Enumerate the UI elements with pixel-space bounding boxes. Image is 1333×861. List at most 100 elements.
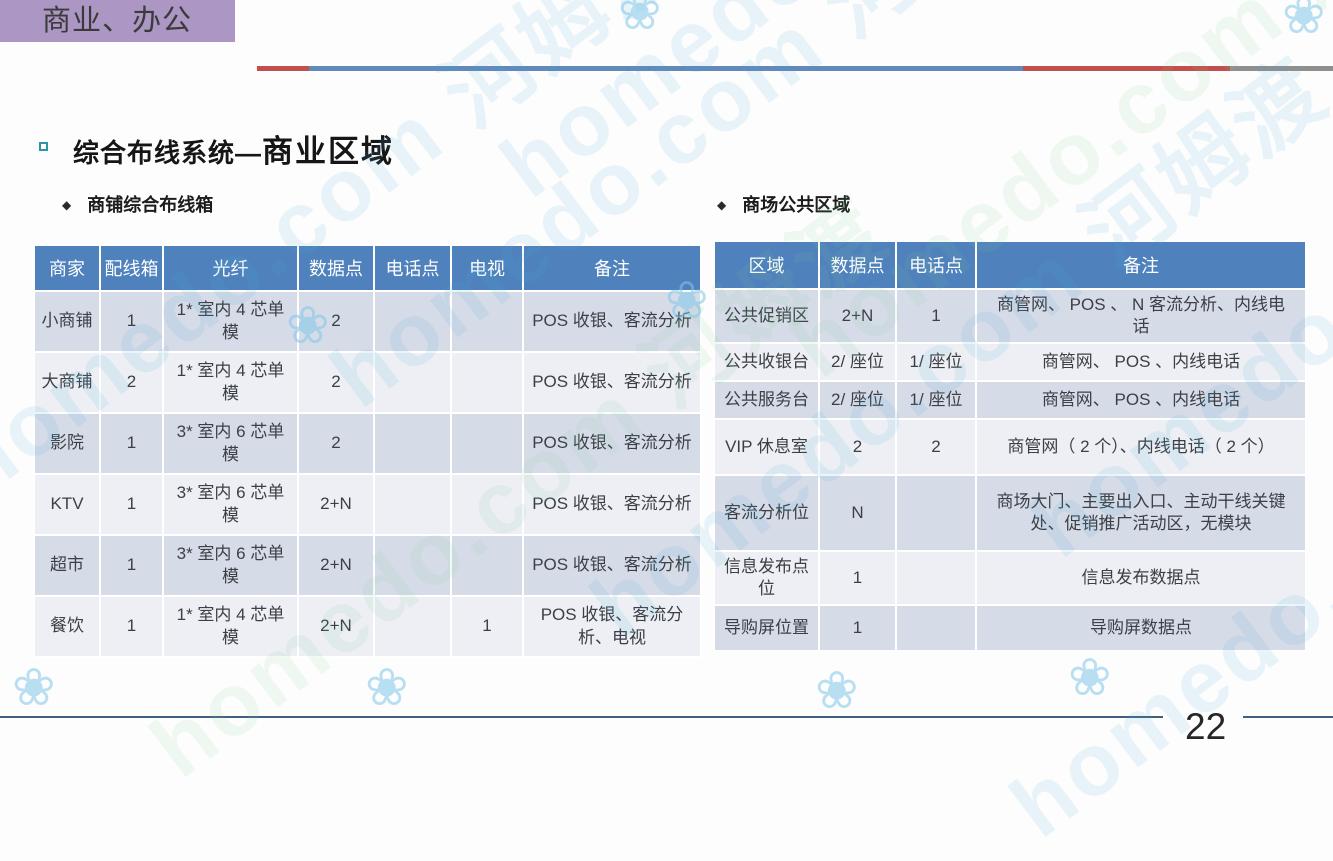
table-row: VIP 休息室 2 2 商管网（ 2 个）、内线电话（ 2 个） — [713, 418, 1307, 476]
table-row: 公共促销区 2+N 1 商管网、 POS 、 N 客流分析、内线电话 — [713, 288, 1307, 344]
table-cell: 1/ 座位 — [895, 380, 977, 420]
table-cell: 信息发布点位 — [713, 550, 820, 606]
diamond-bullet-icon: ◆ — [62, 198, 72, 212]
column-header: 光纤 — [162, 244, 299, 292]
table-cell: 客流分析位 — [713, 474, 820, 552]
right-section-title: 商场公共区域 — [742, 195, 851, 215]
table-header-row: 区域 数据点 电话点 备注 — [713, 240, 1307, 290]
table-cell: POS 收银、客流分析 — [522, 290, 702, 353]
table-cell: 2+N — [818, 288, 897, 344]
table-cell: 商管网、 POS 、内线电话 — [975, 380, 1307, 420]
table-cell — [895, 604, 977, 652]
table-header-row: 商家 配线箱 光纤 数据点 电话点 电视 备注 — [33, 244, 702, 292]
table-cell: 小商铺 — [33, 290, 101, 353]
table-cell: 2+N — [297, 534, 375, 597]
table-cell — [373, 473, 452, 536]
table-cell — [895, 550, 977, 606]
column-header: 备注 — [975, 240, 1307, 290]
table-cell: POS 收银、客流分析 — [522, 351, 702, 414]
table-cell: POS 收银、客流分析 — [522, 534, 702, 597]
page-title-prefix: 综合布线系统— — [73, 138, 263, 168]
table-cell: 1 — [99, 534, 164, 597]
header-rule-gray-segment — [1230, 66, 1333, 71]
page-title-main: 商业区域 — [262, 134, 395, 169]
table-cell — [450, 351, 524, 414]
category-label: 商业、办公 — [42, 5, 193, 37]
table-cell: 1 — [99, 290, 164, 353]
table-cell: VIP 休息室 — [713, 418, 820, 476]
left-section-heading: ◆ 商铺综合布线箱 — [62, 191, 213, 217]
table-cell — [450, 473, 524, 536]
table-cell: 导购屏数据点 — [975, 604, 1307, 652]
table-cell — [373, 534, 452, 597]
left-section-title: 商铺综合布线箱 — [87, 195, 214, 215]
column-header: 数据点 — [297, 244, 375, 292]
table-cell: 1 — [818, 550, 897, 606]
column-header: 数据点 — [818, 240, 897, 290]
table-cell: 2 — [99, 351, 164, 414]
table-cell — [373, 595, 452, 658]
diamond-bullet-icon: ◆ — [717, 198, 727, 212]
table-cell: 2/ 座位 — [818, 380, 897, 420]
table-cell: 公共收银台 — [713, 342, 820, 382]
column-header: 电话点 — [373, 244, 452, 292]
table-cell: 公共促销区 — [713, 288, 820, 344]
table-cell: 1 — [99, 412, 164, 475]
table-cell — [895, 474, 977, 552]
flower-watermark-icon: ❀ — [1282, 0, 1326, 45]
table-cell: 1 — [450, 595, 524, 658]
table-cell: 1 — [818, 604, 897, 652]
table-cell: POS 收银、客流分析 — [522, 473, 702, 536]
public-area-table: 区域 数据点 电话点 备注 公共促销区 2+N 1 商管网、 POS 、 N 客流分析、内线… — [713, 240, 1307, 652]
table-row: 超市 1 3* 室内 6 芯单模 2+N POS 收银、客流分析 — [33, 534, 702, 597]
table-cell: 1* 室内 4 芯单模 — [162, 290, 299, 353]
flower-watermark-icon: ❀ — [12, 659, 56, 717]
table-cell: 信息发布数据点 — [975, 550, 1307, 606]
flower-watermark-icon: ❀ — [815, 662, 859, 720]
category-header-box: 商业、办公 — [0, 0, 235, 42]
table-cell: 1* 室内 4 芯单模 — [162, 351, 299, 414]
flower-watermark-icon: ❀ — [365, 659, 409, 717]
table-cell: 1* 室内 4 芯单模 — [162, 595, 299, 658]
table-row: 公共收银台 2/ 座位 1/ 座位 商管网、 POS 、内线电话 — [713, 342, 1307, 382]
right-section-heading: ◆ 商场公共区域 — [717, 191, 850, 217]
table-cell: KTV — [33, 473, 101, 536]
table-row: 公共服务台 2/ 座位 1/ 座位 商管网、 POS 、内线电话 — [713, 380, 1307, 420]
table-cell — [373, 351, 452, 414]
table-row: 客流分析位 N 商场大门、主要出入口、主动干线关键处、促销推广活动区，无模块 — [713, 474, 1307, 552]
page-title: 综合布线系统—商业区域 — [39, 126, 394, 171]
table-row: 影院 1 3* 室内 6 芯单模 2 POS 收银、客流分析 — [33, 412, 702, 475]
flower-watermark-icon: ❀ — [1068, 649, 1112, 707]
table-cell: POS 收银、客流分析、电视 — [522, 595, 702, 658]
table-row: 餐饮 1 1* 室内 4 芯单模 2+N 1 POS 收银、客流分析、电视 — [33, 595, 702, 658]
table-cell: 3* 室内 6 芯单模 — [162, 473, 299, 536]
page-number: 22 — [1185, 706, 1227, 747]
footer-line — [1243, 716, 1333, 718]
table-cell: 商场大门、主要出入口、主动干线关键处、促销推广活动区，无模块 — [975, 474, 1307, 552]
column-header: 商家 — [33, 244, 101, 292]
table-cell: 导购屏位置 — [713, 604, 820, 652]
table-row: 导购屏位置 1 导购屏数据点 — [713, 604, 1307, 652]
table-cell: 2+N — [297, 473, 375, 536]
flower-watermark-icon: ❀ — [618, 0, 662, 41]
table-cell: 超市 — [33, 534, 101, 597]
table-cell — [450, 534, 524, 597]
table-cell: 2+N — [297, 595, 375, 658]
square-bullet-icon — [39, 142, 48, 151]
column-header: 配线箱 — [99, 244, 164, 292]
table-cell: 商管网、 POS 、 N 客流分析、内线电话 — [975, 288, 1307, 344]
table-cell: 商管网、 POS 、内线电话 — [975, 342, 1307, 382]
table-row: 大商铺 2 1* 室内 4 芯单模 2 POS 收银、客流分析 — [33, 351, 702, 414]
table-cell: N — [818, 474, 897, 552]
footer-line — [0, 716, 1163, 718]
table-cell — [450, 412, 524, 475]
table-cell: 2 — [895, 418, 977, 476]
table-cell: 公共服务台 — [713, 380, 820, 420]
shop-cabling-table: 商家 配线箱 光纤 数据点 电话点 电视 备注 小商铺 1 1* 室内 4 芯单模 2 POS 收银… — [33, 244, 702, 658]
table-cell — [373, 412, 452, 475]
header-rule-red-segment — [1023, 66, 1230, 71]
column-header: 备注 — [522, 244, 702, 292]
header-rule-red-segment — [257, 66, 309, 71]
table-cell — [450, 290, 524, 353]
table-row: KTV 1 3* 室内 6 芯单模 2+N POS 收银、客流分析 — [33, 473, 702, 536]
